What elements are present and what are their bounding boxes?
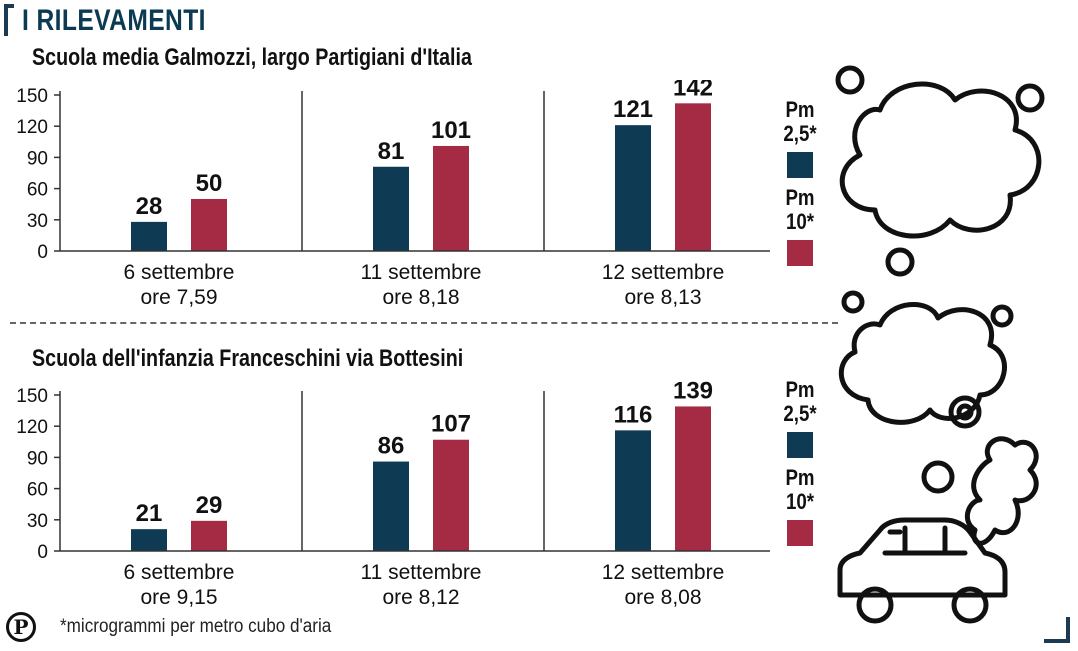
bar-pm25 — [615, 430, 651, 551]
bar-pm10 — [675, 103, 711, 251]
y-tick-label: 30 — [27, 211, 48, 232]
legend-pm10-swatch — [787, 240, 813, 266]
data-label: 81 — [378, 138, 405, 165]
data-label: 28 — [136, 193, 163, 220]
page-heading: I RILEVAMENTI — [22, 4, 206, 37]
x-tick-label: 11 settembre — [360, 261, 481, 284]
legend-pm25-label: Pm 2,5* — [783, 97, 817, 146]
y-tick-label: 30 — [27, 511, 48, 532]
corner-frame-bottom-right — [1044, 617, 1070, 643]
smog-illustration — [835, 65, 1045, 624]
thought-cloud-icon — [838, 302, 1007, 425]
x-tick-label: ore 8,18 — [382, 286, 459, 309]
data-label: 21 — [136, 500, 163, 527]
bubble-icon — [1015, 83, 1045, 113]
y-tick-label: 0 — [37, 242, 48, 263]
footnote: *microgrammi per metro cubo d'aria — [60, 616, 332, 637]
y-tick-label: 90 — [27, 148, 48, 169]
legend-pm25-swatch — [787, 432, 813, 458]
bar-pm25 — [615, 125, 651, 251]
y-tick-label: 60 — [27, 480, 48, 501]
y-tick-label: 150 — [16, 86, 48, 107]
corner-frame-top-left — [4, 4, 14, 36]
data-label: 107 — [431, 411, 471, 438]
legend-pm25-label: Pm 2,5* — [783, 377, 817, 426]
legend-top: Pm 2,5* Pm 10* — [770, 98, 830, 266]
bar-pm10 — [675, 406, 711, 551]
data-label: 86 — [378, 433, 405, 460]
chart-title-franceschini: Scuola dell'infanzia Franceschini via Bo… — [32, 345, 464, 372]
bubble-icon — [990, 304, 1014, 328]
data-label: 116 — [614, 401, 653, 428]
y-tick-label: 0 — [37, 542, 48, 563]
x-tick-label: 12 settembre — [602, 261, 725, 284]
data-label: 29 — [196, 492, 223, 519]
bar-pm25 — [373, 166, 409, 251]
data-label: 121 — [613, 96, 653, 123]
thought-cloud-icon — [839, 81, 1042, 239]
x-tick-label: 6 settembre — [124, 561, 235, 584]
data-label: 142 — [673, 80, 713, 101]
legend-pm10-label: Pm 10* — [785, 465, 815, 514]
legend-pm10-swatch — [787, 520, 813, 546]
data-label: 139 — [673, 380, 713, 404]
x-tick-label: ore 8,12 — [382, 586, 459, 609]
data-label: 50 — [196, 170, 223, 197]
legend-pm10-label: Pm 10* — [785, 185, 815, 234]
bar-pm10 — [433, 145, 469, 251]
section-divider — [10, 322, 838, 324]
exhaust-smoke-icon — [964, 436, 1039, 546]
wheel-icon — [856, 586, 894, 624]
x-tick-label: 6 settembre — [124, 261, 235, 284]
x-tick-label: ore 8,13 — [624, 286, 701, 309]
chart-title-galmozzi: Scuola media Galmozzi, largo Partigiani … — [32, 44, 472, 71]
y-tick-label: 60 — [27, 180, 48, 201]
x-tick-label: ore 8,08 — [624, 586, 701, 609]
legend-bottom: Pm 2,5* Pm 10* — [770, 378, 830, 546]
y-tick-label: 120 — [16, 417, 48, 438]
x-tick-label: ore 7,59 — [140, 286, 217, 309]
bubble-icon — [921, 460, 955, 494]
y-tick-label: 120 — [16, 117, 48, 138]
bar-pm25 — [373, 461, 409, 551]
car-icon — [837, 517, 1008, 598]
bar-pm10 — [191, 520, 227, 551]
bar-pm10 — [191, 199, 227, 251]
y-tick-label: 90 — [27, 448, 48, 469]
bubble-icon — [841, 290, 865, 314]
bar-pm10 — [433, 439, 469, 551]
y-tick-label: 150 — [16, 386, 48, 407]
bubble-icon — [835, 65, 865, 95]
x-tick-label: 12 settembre — [602, 561, 725, 584]
bubble-icon — [948, 395, 982, 429]
publisher-logo: P — [6, 612, 36, 642]
bubble-icon — [956, 403, 974, 421]
legend-pm25-swatch — [787, 152, 813, 178]
data-label: 101 — [431, 117, 471, 144]
bubble-icon — [885, 247, 915, 277]
x-tick-label: 11 settembre — [360, 561, 481, 584]
wheel-icon — [951, 586, 989, 624]
x-tick-label: ore 9,15 — [140, 586, 217, 609]
bar-pm25 — [131, 529, 167, 551]
bar-pm25 — [131, 221, 167, 251]
